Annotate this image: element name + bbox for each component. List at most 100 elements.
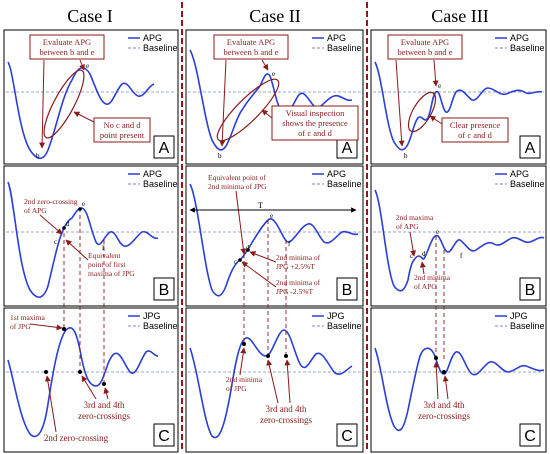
arrow-first-max (29, 323, 63, 331)
arrow-zc-apg (39, 214, 63, 235)
callout-evaluate-3 (387, 34, 463, 60)
letter-3A: A (525, 140, 536, 157)
legend-3B: APG Baseline (495, 169, 545, 189)
point-3B-d: d (422, 250, 426, 258)
case1-annotations: Evaluate APG between b and e No c and d … (10, 34, 151, 443)
arrow-zc3-2 (266, 359, 279, 404)
zc2-label: 2nd zero-crossing (44, 433, 109, 443)
min-apg-line1: 2nd minima (414, 273, 451, 282)
evaluate-3-line1: Evaluate APG (401, 37, 449, 47)
arrow-clear (429, 115, 443, 125)
letter-box-1B (153, 277, 175, 301)
max-apg-line1: 2nd maxima (396, 213, 434, 222)
letter-2A: A (342, 140, 353, 157)
ellipse-2 (216, 78, 280, 142)
letter-1C: C (158, 428, 170, 445)
legend-1B: APG Baseline (128, 169, 178, 189)
svg-text:Baseline: Baseline (143, 321, 178, 331)
arrow-nocd (73, 111, 95, 123)
svg-text:Baseline: Baseline (143, 43, 178, 53)
point-3A-e: e (438, 82, 441, 90)
point-1B-d: d (66, 220, 70, 228)
arrow-zc4-3 (442, 375, 449, 400)
svg-text:JPG: JPG (510, 311, 528, 321)
arrow-zc2 (44, 375, 57, 433)
evaluate-3-line2: between b and e (398, 47, 453, 57)
visual-line2: shows the presence (282, 118, 348, 128)
svg-text:Baseline: Baseline (510, 179, 545, 189)
case2-annotations: Evaluate APG between b and e Visual insp… (189, 34, 359, 425)
case3-annotations: Evaluate APG between b and e Clear prese… (387, 34, 509, 421)
ellipse-1 (43, 69, 85, 139)
point-1B-e: e (82, 200, 85, 208)
minima-plus-line2: JPG +2.5%T (276, 262, 315, 271)
letter-box-3B (519, 277, 541, 301)
panel-2C (185, 307, 364, 453)
svg-text:APG: APG (143, 33, 162, 43)
arrow-zc4-2 (284, 359, 291, 404)
panel-3A (370, 29, 547, 165)
callout-visual (271, 105, 359, 141)
case-2-title: Case II (249, 6, 300, 26)
marker-3C-z4 (442, 370, 446, 374)
point-2B-f: f (288, 240, 291, 248)
svg-text:APG: APG (327, 33, 346, 43)
zc34-1-line1: 3rd and 4th (84, 400, 125, 410)
point-2B-e: e (270, 212, 273, 220)
arrow-eval-2-b (219, 59, 227, 147)
svg-text:Baseline: Baseline (510, 43, 545, 53)
point-3B-e: e (436, 228, 439, 236)
letter-box-3A (519, 135, 541, 159)
apg-curve-1A (7, 61, 155, 160)
case-3-title: Case III (431, 6, 488, 26)
legend-1C: JPG Baseline (128, 311, 178, 331)
point-2A-b: b (218, 152, 222, 160)
ellipse-3 (407, 91, 437, 133)
point-3B-c: c (410, 252, 413, 260)
equiv2-line1: Equivalent point of (208, 173, 266, 182)
max-apg-line2: of APG (396, 222, 419, 231)
first-max-line2: of JPG (10, 322, 31, 331)
evaluate-1-line2: between b and e (40, 47, 95, 57)
callout-clear (441, 117, 509, 143)
point-1B-c: c (54, 238, 57, 246)
nocd-line2: point present (100, 130, 145, 140)
arrow-eval-2-e (261, 59, 269, 71)
svg-text:APG: APG (510, 33, 529, 43)
arrow-max-apg (409, 231, 417, 257)
second-min-line2: of JPG (226, 384, 247, 393)
legend-3A: APG Baseline (495, 33, 545, 53)
zc-apg-line1: 2nd zero-crossing (24, 197, 78, 206)
panel-1A (3, 29, 179, 165)
letter-3B: B (525, 282, 536, 299)
letter-2B: B (342, 282, 353, 299)
apg-curve-3A (374, 61, 543, 151)
marker-1C-z3 (78, 370, 82, 374)
panel-3B (370, 165, 547, 307)
point-2B-d: d (246, 244, 250, 252)
equiv-line1: Equivalent (88, 251, 121, 260)
arrow-zc4-1 (103, 387, 110, 400)
marker-2B-c (238, 258, 242, 262)
zc34-2-line1: 3rd and 4th (266, 404, 307, 414)
svg-text:JPG: JPG (143, 311, 161, 321)
zc34-1-line2: zero-crossings (78, 411, 130, 421)
svg-text:JPG: JPG (327, 311, 345, 321)
svg-text:Baseline: Baseline (327, 321, 362, 331)
apg-curve-3B (374, 189, 545, 292)
equiv-line3: maxima of JPG (88, 269, 135, 278)
letter-2C: C (341, 428, 353, 445)
arrow-min-apg (419, 261, 426, 275)
letter-box-2B (336, 277, 358, 301)
point-2B-c: c (234, 258, 237, 266)
panel-2B (185, 165, 364, 307)
arrow-eval-1-e (79, 59, 85, 71)
letter-box-1A (153, 135, 175, 159)
callout-evaluate-2 (213, 34, 289, 60)
visual-line1: Visual inspection (286, 108, 345, 118)
legend-2A: APG Baseline (312, 33, 362, 53)
marker-3C-z3 (434, 356, 438, 360)
marker-2C-min (242, 342, 246, 346)
jpg-curve-1C (7, 327, 159, 438)
